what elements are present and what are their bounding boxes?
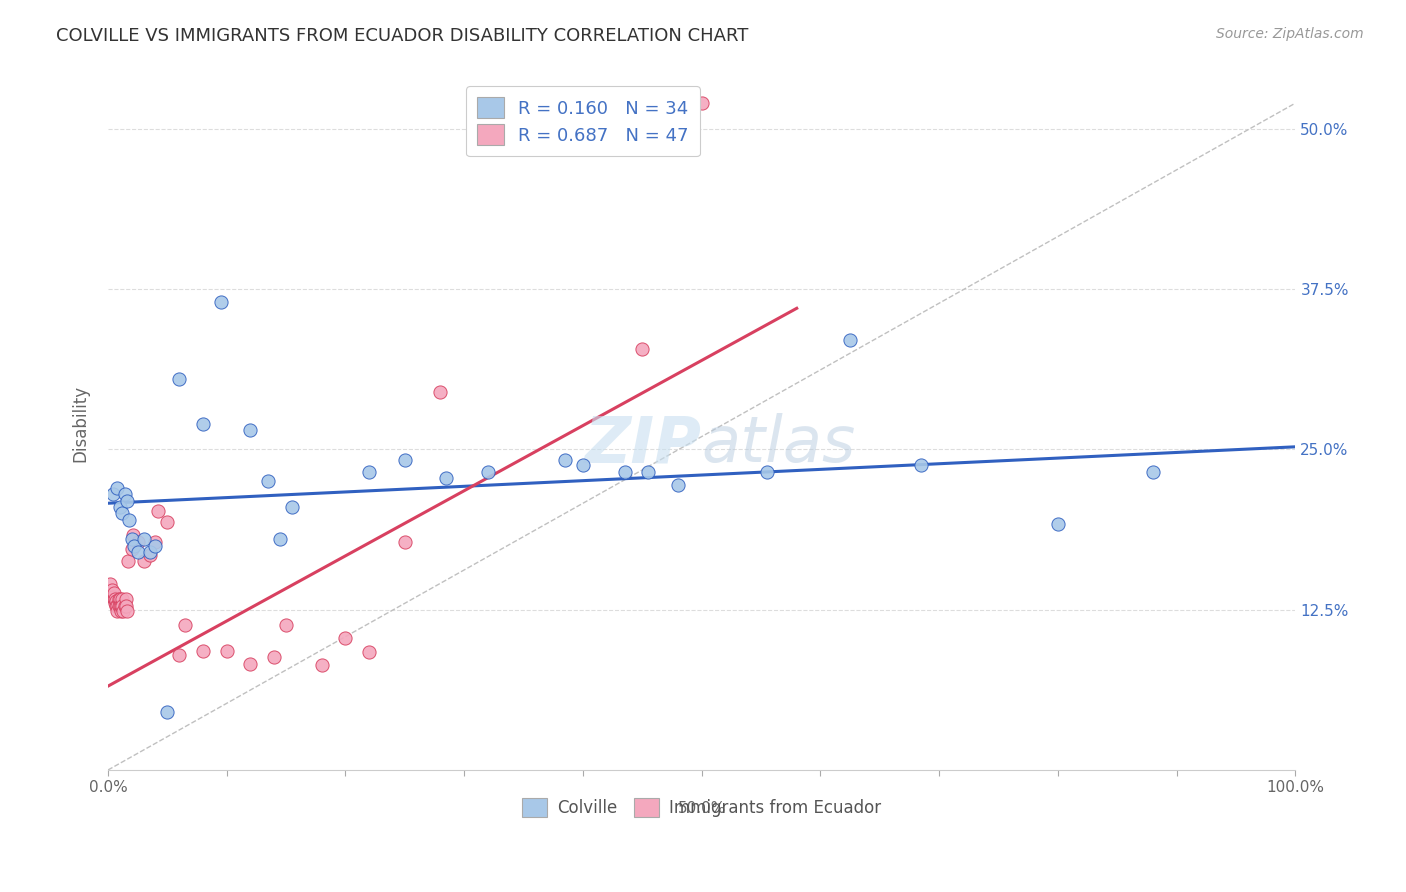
Point (274, 618, 297, 632)
Text: atlas: atlas (702, 414, 856, 475)
Point (191, 644, 214, 658)
Point (269, 532, 291, 546)
Point (105, 599, 128, 613)
Point (436, 470, 458, 484)
Point (114, 599, 136, 613)
Point (132, 554, 155, 568)
Point (107, 599, 129, 613)
Point (104, 596, 127, 610)
Point (429, 384, 451, 399)
Point (138, 545, 160, 559)
Point (631, 343, 654, 357)
Point (145, 539, 167, 553)
Point (114, 599, 136, 613)
Point (122, 539, 145, 553)
Point (613, 466, 636, 480)
Point (138, 548, 160, 562)
Point (1142, 466, 1164, 480)
Point (110, 599, 132, 613)
Point (103, 592, 125, 607)
Point (108, 592, 131, 607)
Point (107, 592, 129, 607)
Point (572, 458, 595, 472)
Point (637, 466, 659, 480)
Point (132, 532, 155, 546)
Point (239, 657, 262, 671)
Point (101, 590, 124, 604)
Point (103, 586, 125, 600)
Point (554, 452, 576, 467)
Point (121, 542, 143, 557)
Point (666, 478, 689, 492)
Point (111, 592, 134, 607)
Point (98, 577, 121, 591)
Point (122, 528, 145, 542)
Point (111, 599, 134, 613)
Point (167, 648, 190, 662)
Point (118, 513, 141, 527)
Point (115, 493, 138, 508)
Point (156, 516, 179, 530)
Point (690, 96, 713, 111)
Y-axis label: Disability: Disability (72, 385, 89, 462)
Point (114, 592, 136, 607)
Point (117, 554, 139, 568)
Point (110, 604, 132, 618)
Point (111, 507, 134, 521)
Text: Source: ZipAtlas.com: Source: ZipAtlas.com (1216, 27, 1364, 41)
Point (910, 458, 932, 472)
Point (108, 500, 131, 514)
Point (477, 466, 499, 480)
Point (1046, 516, 1069, 531)
Point (359, 466, 381, 480)
Point (100, 583, 122, 598)
Point (115, 604, 138, 618)
Point (107, 604, 129, 618)
Point (394, 452, 416, 467)
Point (145, 534, 167, 549)
Point (191, 417, 214, 431)
Point (101, 487, 124, 501)
Point (114, 487, 136, 501)
Point (359, 645, 381, 659)
Point (112, 604, 135, 618)
Point (174, 618, 197, 632)
Point (107, 599, 129, 613)
Point (108, 599, 131, 613)
Legend: Colville, Immigrants from Ecuador: Colville, Immigrants from Ecuador (516, 791, 889, 824)
Point (121, 532, 143, 546)
Point (281, 500, 304, 514)
Point (107, 481, 129, 495)
Point (756, 466, 779, 480)
Point (239, 423, 262, 437)
Point (146, 504, 169, 518)
Point (215, 644, 238, 658)
Point (127, 534, 149, 549)
Text: COLVILLE VS IMMIGRANTS FROM ECUADOR DISABILITY CORRELATION CHART: COLVILLE VS IMMIGRANTS FROM ECUADOR DISA… (56, 27, 748, 45)
Point (105, 593, 128, 607)
Point (156, 706, 179, 720)
Point (335, 631, 357, 645)
Point (209, 294, 232, 309)
Point (263, 650, 285, 665)
Text: 50.0%: 50.0% (678, 800, 725, 815)
Point (257, 475, 280, 489)
Point (394, 534, 416, 549)
Point (104, 592, 127, 607)
Point (167, 372, 190, 386)
Text: ZIP: ZIP (585, 414, 702, 475)
Point (127, 545, 149, 559)
Point (311, 657, 333, 672)
Point (839, 334, 862, 348)
